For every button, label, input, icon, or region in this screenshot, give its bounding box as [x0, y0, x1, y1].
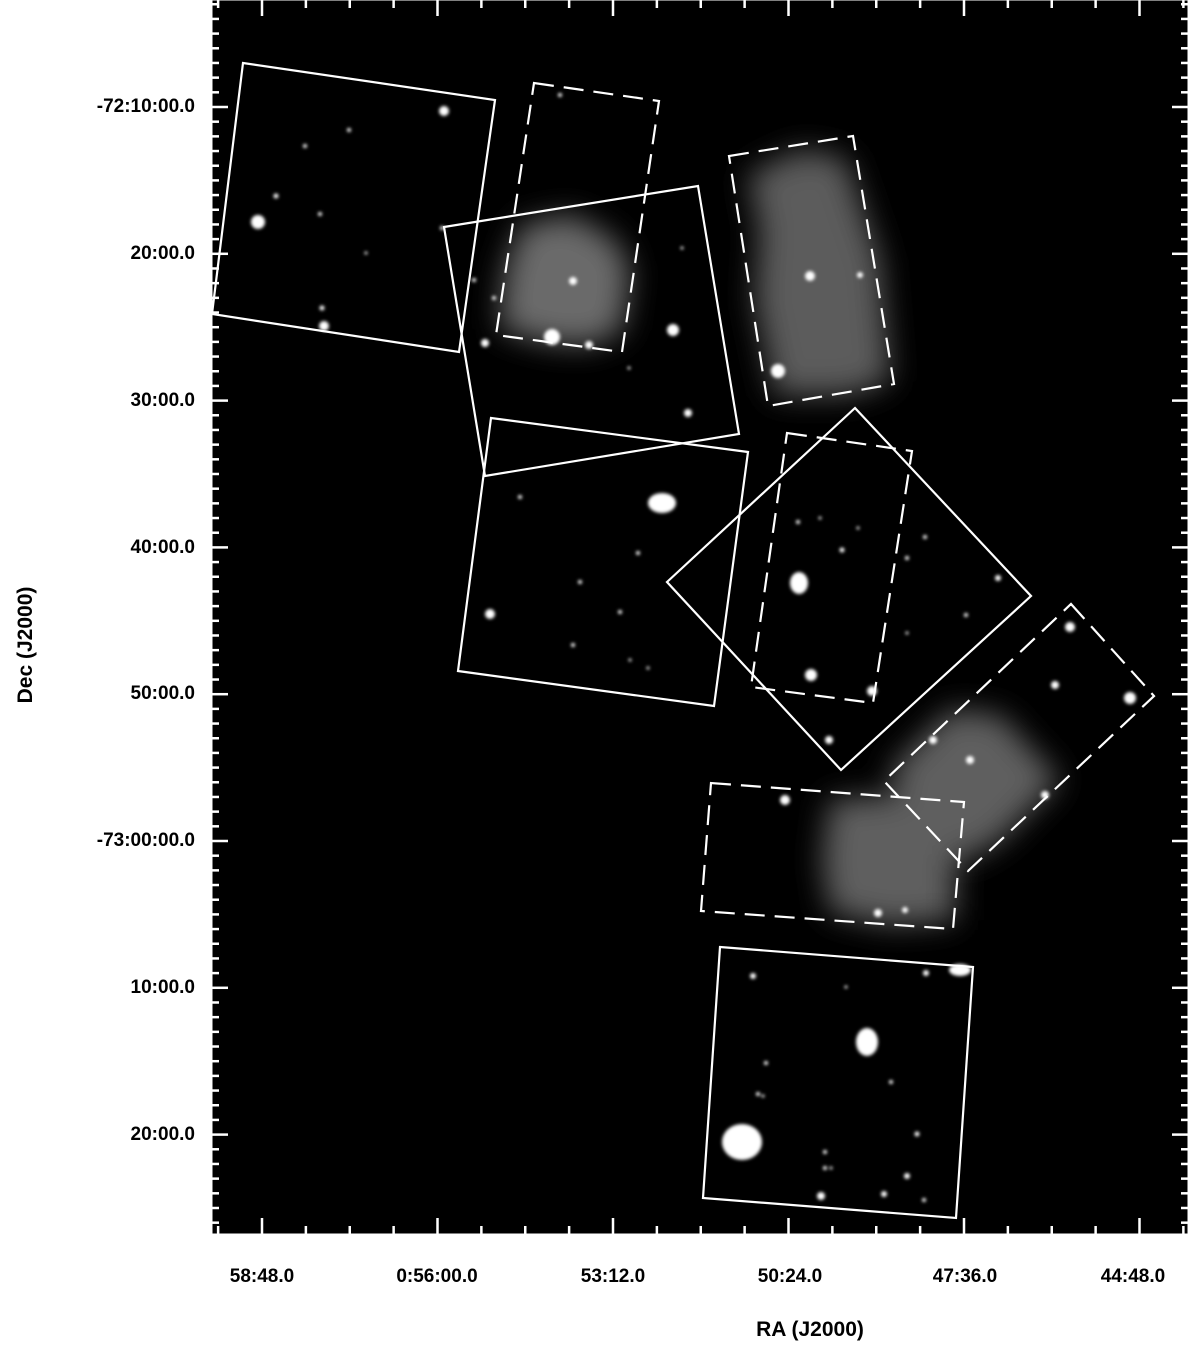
y-tick-label-6: -73:00:00.0: [97, 830, 195, 851]
x-tick-label-4: 50:24.0: [758, 1266, 822, 1287]
x-axis-title: RA (J2000): [756, 1318, 864, 1341]
x-axis-tick-labels: 58:48.0 0:56:00.0 53:12.0 50:24.0 47:36.…: [230, 1266, 1165, 1287]
x-tick-label-6: 44:48.0: [1101, 1266, 1165, 1287]
x-tick-label-2: 0:56:00.0: [396, 1266, 477, 1287]
field-outline-solid-4: [665, 406, 1033, 772]
diffuse-emission-region-4: [890, 710, 1060, 860]
field-outline-dashed-2: [727, 134, 896, 408]
diffuse-emission-region-3: [822, 795, 955, 925]
field-outline-dashed-4: [882, 602, 1156, 873]
y-tick-label-5: 50:00.0: [131, 683, 195, 704]
x-tick-label-5: 47:36.0: [933, 1266, 997, 1287]
y-tick-label-7: 10:00.0: [131, 977, 195, 998]
y-axis-tick-labels: -72:10:00.0 20:00.0 30:00.0 40:00.0 50:0…: [97, 96, 195, 1145]
field-outline-solid-2: [442, 184, 741, 478]
dashed-field-outlines: [494, 81, 1156, 931]
axis-ticks: [212, 0, 1188, 1234]
field-outline-solid-3: [456, 416, 750, 708]
y-axis-title: Dec (J2000): [14, 587, 37, 704]
solid-field-outlines: [210, 61, 1033, 1220]
point-sources: [251, 93, 1136, 1202]
x-tick-label-1: 58:48.0: [230, 1266, 294, 1287]
diffuse-emission-layer: [500, 150, 1060, 925]
field-outline-solid-1: [210, 61, 497, 354]
y-tick-label-3: 30:00.0: [131, 390, 195, 411]
y-tick-label-1: -72:10:00.0: [97, 96, 195, 117]
x-tick-label-3: 53:12.0: [581, 1266, 645, 1287]
field-outline-dashed-3: [749, 431, 914, 705]
y-tick-label-2: 20:00.0: [131, 243, 195, 264]
field-outline-solid-5: [701, 945, 975, 1220]
y-tick-label-4: 40:00.0: [131, 537, 195, 558]
field-outline-dashed-5: [699, 781, 966, 931]
diffuse-emission-region-2: [748, 150, 890, 395]
y-tick-label-8: 20:00.0: [131, 1124, 195, 1145]
diffuse-emission-region-1: [500, 215, 630, 345]
